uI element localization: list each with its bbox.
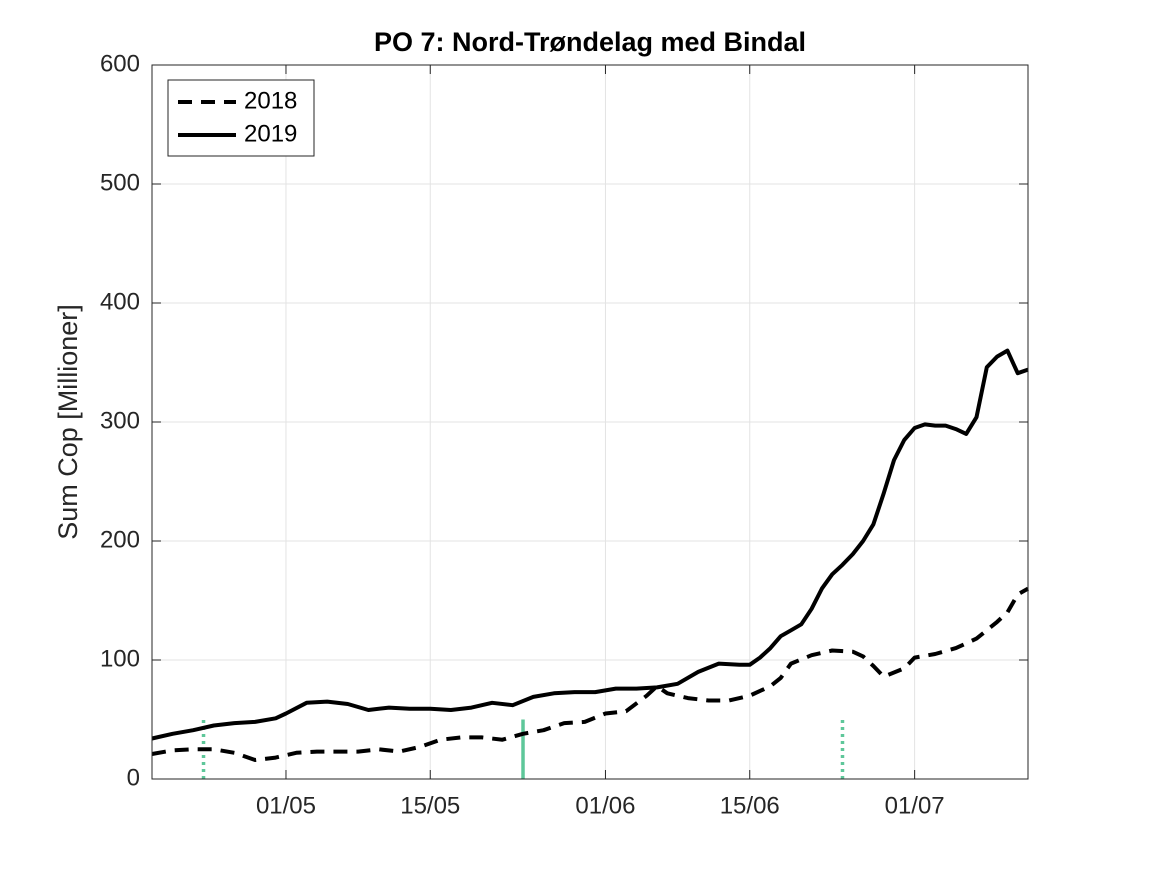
x-tick-label: 01/05 bbox=[256, 792, 316, 819]
x-tick-label: 01/07 bbox=[885, 792, 945, 819]
legend-box bbox=[167, 79, 315, 157]
series-line bbox=[151, 348, 1029, 741]
y-tick-label: 300 bbox=[100, 407, 140, 434]
chart-title: PO 7: Nord-Trøndelag med Bindal bbox=[374, 27, 806, 57]
y-tick-label: 400 bbox=[100, 288, 140, 315]
y-tick-label: 0 bbox=[127, 764, 140, 791]
y-tick-label: 200 bbox=[100, 526, 140, 553]
y-tick-label: 500 bbox=[100, 169, 140, 196]
y-tick-label: 600 bbox=[100, 50, 140, 77]
y-axis-label: Sum Cop [Millioner] bbox=[53, 304, 83, 540]
legend-label: 2019 bbox=[244, 120, 297, 147]
legend-label: 2018 bbox=[244, 87, 297, 114]
plot-box bbox=[151, 64, 1029, 780]
x-tick-label: 15/06 bbox=[720, 792, 780, 819]
y-tick-label: 100 bbox=[100, 645, 140, 672]
x-tick-label: 01/06 bbox=[575, 792, 635, 819]
x-tick-label: 15/05 bbox=[400, 792, 460, 819]
series-line bbox=[151, 586, 1029, 762]
